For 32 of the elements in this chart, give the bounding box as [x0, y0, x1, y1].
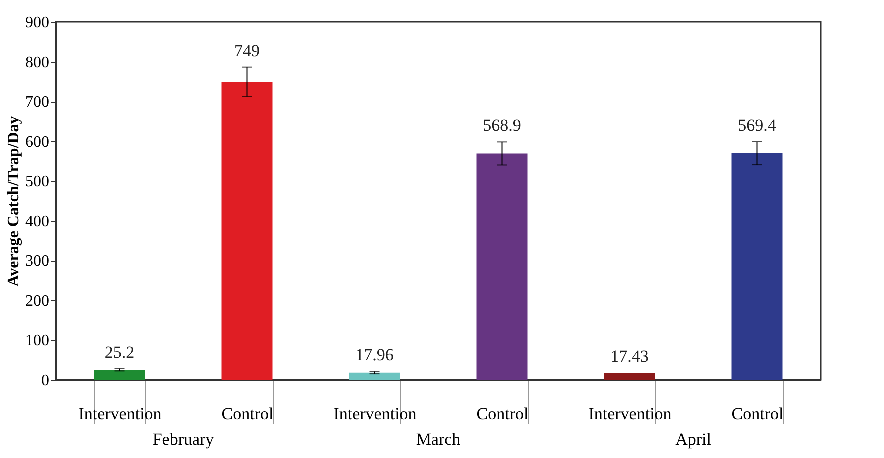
y-axis-title: Average Catch/Trap/Day — [6, 116, 22, 287]
data-label: 25.2 — [104, 342, 135, 362]
x-tick-label: Intervention — [78, 404, 162, 424]
y-tick-label: 700 — [26, 94, 50, 112]
text: March — [416, 430, 462, 449]
data-label: 569.4 — [738, 116, 777, 135]
data-label: 749 — [234, 41, 260, 60]
x-tick-label: Control — [732, 404, 784, 424]
bar — [476, 154, 528, 380]
y-tick-label: 400 — [26, 213, 50, 230]
bar — [732, 154, 783, 380]
x-tick-label: Control — [222, 404, 274, 424]
y-tick-label: 0 — [42, 372, 50, 390]
x-tick-label: Intervention — [334, 404, 418, 424]
bar — [222, 82, 273, 380]
y-tick-label: 500 — [26, 174, 50, 191]
x-tick-label: Intervention — [588, 404, 672, 424]
y-tick-label: 300 — [26, 253, 50, 270]
y-tick-label: 600 — [26, 134, 50, 151]
data-label: 17.96 — [356, 346, 394, 365]
data-label: 568.9 — [483, 116, 522, 136]
y-tick-label: 200 — [26, 292, 50, 310]
x-tick-label: Control — [476, 404, 529, 424]
y-tick-label: 900 — [26, 14, 50, 32]
bar — [604, 373, 656, 380]
text: February — [152, 430, 215, 449]
bar — [349, 372, 400, 380]
bar — [94, 370, 146, 380]
text: April — [676, 430, 712, 449]
data-label: 17.43 — [610, 347, 649, 366]
y-tick-label: 800 — [26, 54, 50, 72]
y-tick-label: 100 — [26, 332, 50, 350]
